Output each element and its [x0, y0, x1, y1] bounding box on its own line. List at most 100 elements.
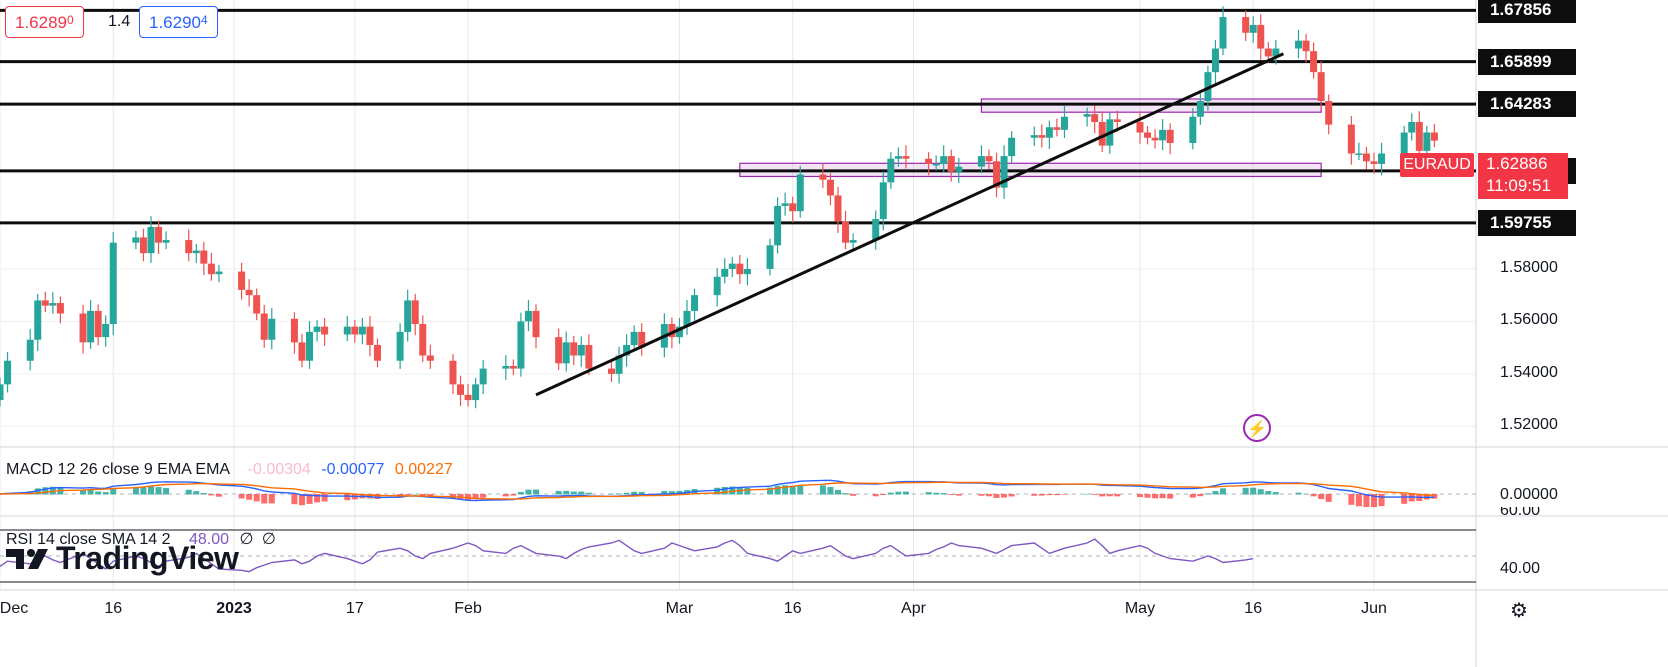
candle-body-12 — [132, 237, 140, 243]
candle-body-124 — [1310, 51, 1318, 73]
candle-body-129 — [1362, 153, 1370, 162]
macd-hist-36 — [374, 494, 381, 499]
macd-hist-116 — [1220, 488, 1227, 495]
level-label-0: 1.67856 — [1478, 0, 1576, 24]
macd-histogram-value: -0.00304 — [247, 461, 311, 478]
candle-body-26 — [268, 318, 276, 340]
x-tick-label-2: 2023 — [216, 600, 252, 617]
macd-legend[interactable]: MACD 12 26 close 9 EMA EMA -0.00304 -0.0… — [6, 461, 453, 479]
x-tick-label-10: Jun — [1361, 600, 1387, 617]
candle-body-125 — [1317, 72, 1325, 102]
macd-hist-29 — [306, 494, 313, 504]
candle-body-110 — [1159, 129, 1167, 141]
macd-hist-12 — [132, 486, 139, 495]
bid-price-pip: 0 — [67, 13, 74, 27]
macd-hist-8 — [87, 489, 94, 495]
x-tick-label-3: 17 — [345, 600, 364, 617]
candle-body-106 — [1113, 119, 1121, 122]
candle-body-104 — [1098, 121, 1106, 146]
candle-body-57 — [608, 368, 616, 374]
candle-body-80 — [842, 221, 850, 243]
candle-body-132 — [1400, 132, 1408, 154]
macd-hist-76 — [797, 484, 804, 495]
macd-line-value: -0.00077 — [321, 461, 385, 478]
candle-body-7 — [79, 313, 87, 343]
macd-hist-107 — [1136, 494, 1143, 498]
candle-body-128 — [1355, 153, 1363, 155]
macd-hist-18 — [193, 491, 200, 495]
candle-body-44 — [464, 394, 472, 401]
macd-hist-99 — [1046, 494, 1053, 496]
candle-body-92 — [977, 156, 985, 167]
macd-hist-124 — [1310, 494, 1317, 497]
macd-hist-86 — [902, 491, 909, 495]
rsi-legend[interactable]: RSI 14 close SMA 14 2 48.00 ∅ ∅ — [6, 529, 276, 549]
macd-signal-value: 0.00227 — [394, 461, 453, 478]
candle-body-1 — [4, 360, 12, 385]
candle-body-14 — [147, 226, 155, 254]
candle-body-98 — [1038, 135, 1046, 138]
candle-body-49 — [517, 321, 525, 369]
macd-hist-123 — [1303, 493, 1310, 495]
trendline — [535, 52, 1285, 397]
macd-hist-3 — [34, 488, 41, 495]
macd-hist-39 — [412, 493, 419, 495]
macd-hist-98 — [1038, 494, 1045, 496]
settings-gear-icon[interactable]: ⚙ — [1510, 600, 1528, 622]
macd-hist-120 — [1265, 490, 1272, 495]
candle-body-61 — [638, 331, 646, 348]
macd-hist-73 — [774, 485, 781, 495]
macd-hist-85 — [895, 491, 902, 495]
candle-body-38 — [404, 300, 412, 332]
candle-body-31 — [321, 326, 329, 335]
macd-hist-20 — [208, 494, 215, 496]
candle-body-64 — [675, 326, 683, 338]
candle-body-39 — [411, 300, 419, 325]
ask-price: 1.6290 — [149, 13, 201, 32]
macd-hist-129 — [1363, 494, 1370, 508]
candle-body-77 — [819, 174, 827, 180]
macd-hist-30 — [314, 494, 321, 503]
candle-body-9 — [94, 310, 102, 338]
candle-body-135 — [1423, 132, 1431, 151]
candle-body-126 — [1325, 101, 1333, 125]
tradingview-logo: TradingView — [6, 540, 239, 577]
candle-body-116 — [1219, 17, 1227, 49]
macd-hist-118 — [1250, 487, 1257, 495]
candle-body-111 — [1166, 129, 1174, 143]
macd-hist-81 — [850, 494, 857, 496]
candle-body-5 — [49, 303, 57, 306]
lightning-icon[interactable]: ⚡ — [1243, 414, 1271, 442]
candle-body-55 — [577, 344, 585, 356]
candle-body-22 — [238, 271, 246, 290]
candle-body-112 — [1189, 116, 1197, 143]
macd-hist-133 — [1408, 494, 1415, 502]
macd-hist-101 — [1061, 494, 1068, 495]
candle-body-48 — [509, 365, 517, 369]
rsi-extra-value: ∅ — [261, 531, 276, 548]
candle-body-56 — [585, 344, 593, 369]
ask-price-box[interactable]: 1.62904 — [139, 6, 218, 38]
macd-hist-21 — [215, 494, 222, 497]
macd-hist-72 — [767, 487, 774, 495]
macd-hist-44 — [465, 494, 472, 500]
macd-hist-57 — [608, 493, 615, 495]
candle-body-58 — [615, 355, 623, 374]
current-price: 1.62886 — [1486, 154, 1548, 173]
macd-hist-100 — [1053, 494, 1060, 496]
candle-body-88 — [932, 163, 940, 166]
macd-hist-11 — [110, 488, 117, 495]
candle-body-69 — [728, 263, 736, 269]
macd-hist-26 — [268, 494, 275, 504]
candle-body-0 — [0, 384, 4, 401]
candle-body-53 — [562, 342, 570, 364]
candle-body-28 — [298, 342, 306, 361]
candle-body-45 — [472, 384, 480, 401]
candle-body-32 — [343, 326, 351, 335]
candle-body-79 — [834, 195, 842, 222]
candle-body-51 — [532, 310, 540, 338]
candle-body-47 — [502, 365, 510, 369]
bid-price-box[interactable]: 1.62890 — [5, 6, 84, 38]
macd-hist-54 — [570, 491, 577, 495]
